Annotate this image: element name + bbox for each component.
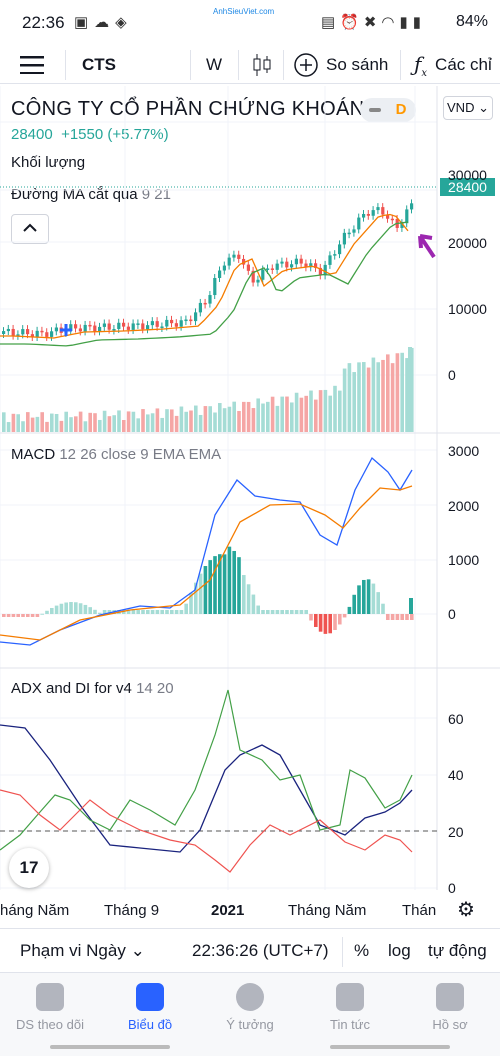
volume-legend: Khối lượng [11,154,86,171]
indicators-label: Các chỉ [435,55,492,74]
chart-icon [136,983,164,1011]
last-price-tag: 28400 [440,178,495,196]
collapse-legend-button[interactable] [11,214,49,244]
price-change: 28400 +1550 (+5.77%) [11,126,169,143]
macd-legend: MACD 12 26 close 9 EMA EMA [11,446,221,463]
lightbulb-icon [236,983,264,1011]
nav-watchlist-label: DS theo dõi [16,1017,84,1032]
range-label: Phạm vi Ngày [20,941,126,960]
compare-label: So sánh [326,55,389,74]
chart-canvas[interactable] [0,0,500,890]
interval-button[interactable]: W [206,55,223,74]
star-icon [36,983,64,1011]
notification-icons: ▣☁◈ [74,14,133,31]
symbol-title: CÔNG TY CỔ PHẦN CHỨNG KHOÁN... [11,98,382,120]
compare-button[interactable]: So sánh [294,46,388,84]
chart-toolbar: CTS W So sánh ƒx Các chỉ [0,46,500,84]
macd-params: 12 26 close 9 EMA EMA [59,446,222,463]
battery-level: 84% [455,13,488,30]
smiley-icon [436,983,464,1011]
bottom-nav: DS theo dõi Biểu đồ Ý tưởng Tin tức Hồ s… [0,972,500,1056]
nav-chart[interactable]: Biểu đồ [100,983,200,1032]
adx-tick-20: 20 [448,824,464,840]
adx-name: ADX and DI for v4 [11,680,132,697]
adx-legend: ADX and DI for v4 14 20 [11,680,174,697]
system-icons: ▤⏰✖◠▮▮ [320,14,426,31]
nav-news-label: Tin tức [329,1017,370,1032]
settings-icon[interactable]: ⚙ [457,899,475,921]
volume-tick-0: 0 [448,367,456,383]
nav-ideas[interactable]: Ý tưởng [200,983,300,1032]
change-value: +1550 (+5.77%) [61,126,169,143]
x-tick-2: Tháng 9 [104,902,160,919]
adx-tick-60: 60 [448,711,464,727]
nav-watchlist[interactable]: DS theo dõi [0,983,100,1032]
auto-button[interactable]: tự động [428,941,487,960]
clock: 22:36:26 (UTC+7) [192,941,329,960]
x-tick-1: háng Năm [0,902,70,919]
gesture-bar-right [330,1045,450,1049]
indicators-button[interactable]: ƒx Các chỉ [414,46,492,84]
watermark: AnhSieuViet.com [213,7,275,16]
gesture-bar [50,1045,170,1049]
macd-tick-3000: 3000 [448,443,480,459]
nav-profile[interactable]: Hồ sơ [400,983,500,1032]
tradingview-logo[interactable]: 17 [9,848,49,888]
nav-chart-label: Biểu đồ [127,1017,173,1032]
last-price: 28400 [11,126,53,143]
currency-value: VND [447,100,475,115]
nav-news[interactable]: Tin tức [300,983,400,1032]
status-time: 22:36 [22,13,65,32]
x-tick-4: Tháng Năm [288,902,367,919]
visibility-toggle[interactable]: D [360,98,416,122]
menu-icon[interactable] [20,46,46,84]
chevron-up-icon [23,223,37,232]
nav-ideas-label: Ý tưởng [226,1017,274,1032]
plus-circle-icon [294,53,318,77]
price-tick-20000: 20000 [448,235,487,251]
function-icon: ƒx [414,51,428,79]
chevron-down-icon: ⌄ [130,941,145,960]
macd-tick-0: 0 [448,606,456,622]
adx-params: 14 20 [136,680,174,697]
annotation-arrow [418,234,436,259]
nav-profile-label: Hồ sơ [432,1017,468,1032]
delayed-badge: D [395,101,407,118]
price-tick-30000: 30000 [448,167,487,183]
status-bar: 22:36 ▣☁◈ AnhSieuViet.com ▤⏰✖◠▮▮ 84% [0,0,500,46]
chart-type-icon[interactable] [252,46,272,84]
price-tick-10000: 10000 [448,301,487,317]
macd-name: MACD [11,446,56,463]
macd-tick-1000: 1000 [448,552,480,568]
x-tick-3: 2021 [211,902,245,919]
bottom-bar: Phạm vi Ngày ⌄ 22:36:26 (UTC+7) % log tự… [0,928,500,972]
range-button[interactable]: Phạm vi Ngày ⌄ [20,941,145,961]
symbol-button[interactable]: CTS [82,55,116,74]
crosshair-marker [60,324,72,336]
log-button[interactable]: log [388,941,411,960]
macd-tick-2000: 2000 [448,498,480,514]
adx-tick-0: 0 [448,880,456,896]
news-icon [336,983,364,1011]
percent-button[interactable]: % [354,941,370,960]
currency-select[interactable]: VND ⌄ [443,96,493,120]
adx-tick-40: 40 [448,767,464,783]
x-tick-5: Thán [402,902,437,919]
